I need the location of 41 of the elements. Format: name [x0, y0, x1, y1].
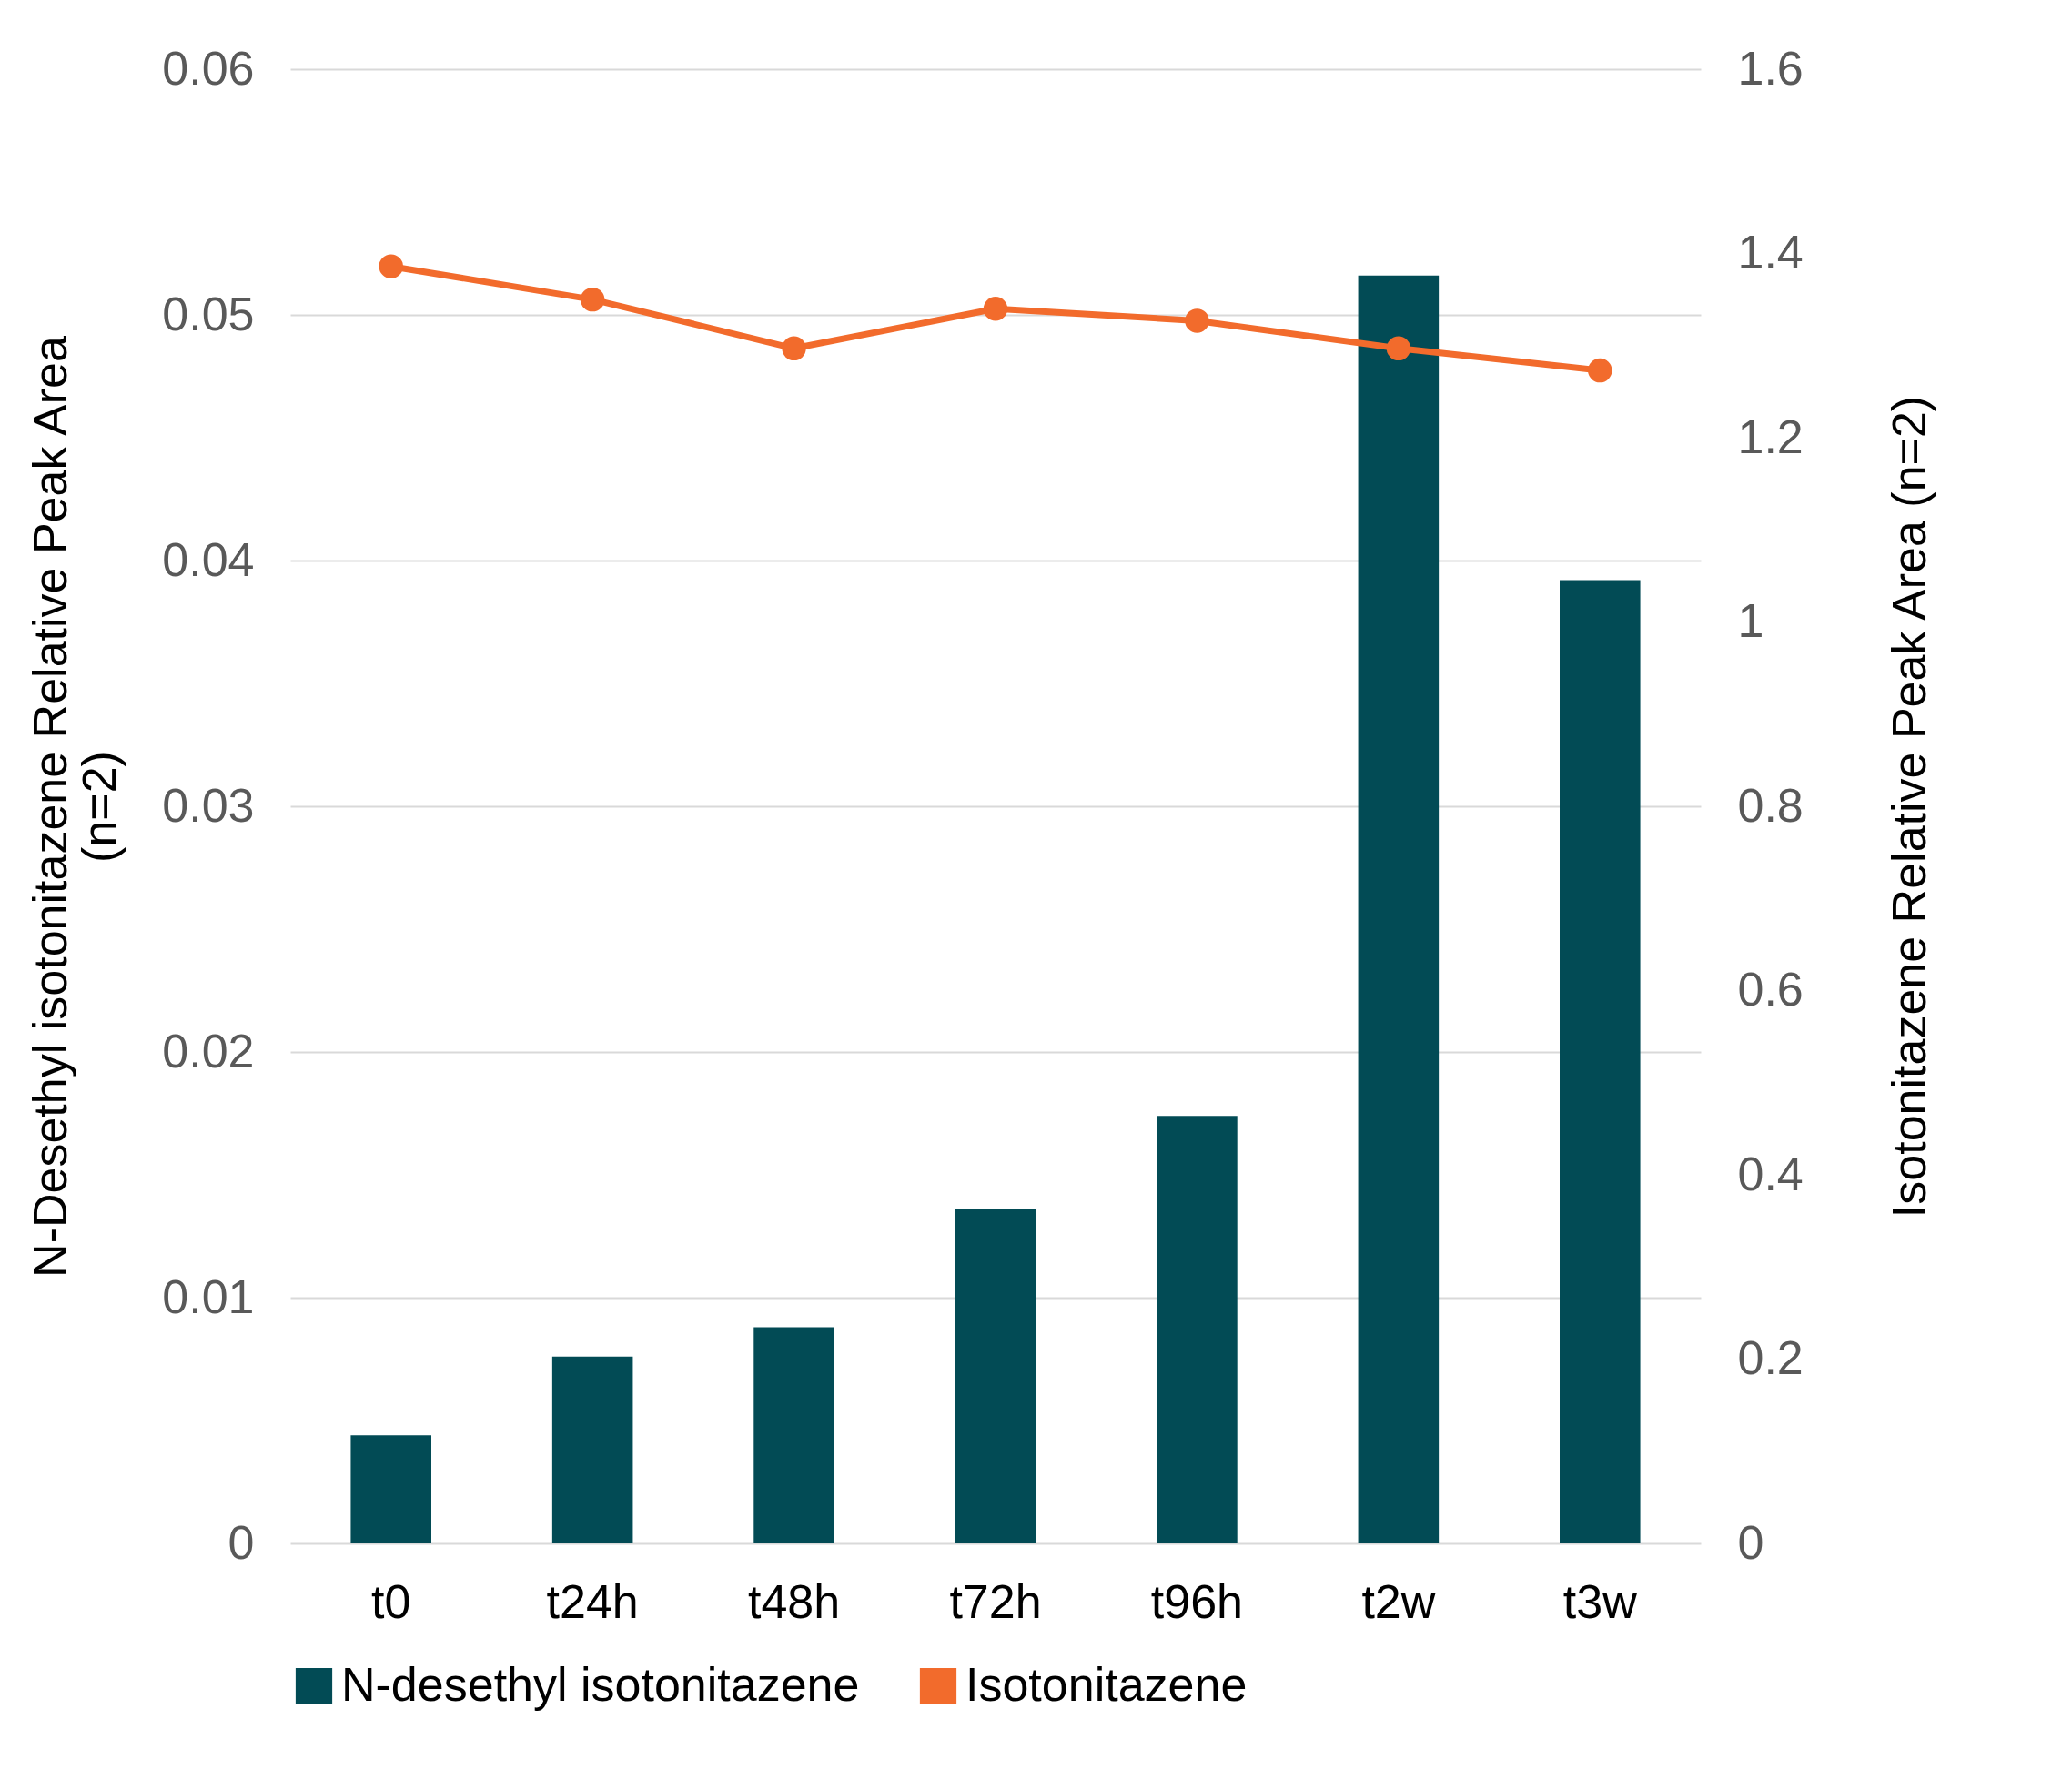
legend-label: N-desethyl isotonitazene	[341, 1658, 860, 1711]
bar	[1560, 580, 1641, 1543]
bar	[551, 1356, 633, 1543]
bar	[1157, 1116, 1238, 1543]
y2-axis-title: Isotonitazene Relative Peak Area (n=2)	[1882, 395, 1936, 1219]
x-tick-label: t96h	[1150, 1574, 1244, 1628]
x-tick-label: t72h	[949, 1574, 1042, 1628]
point	[379, 254, 403, 278]
bar	[350, 1435, 431, 1543]
y-axis-title: N-Desethyl isotonitazene Relative Peak Area (n=2)	[24, 336, 126, 1278]
y2-tick-label: 0.6	[1737, 963, 1804, 1016]
y-tick-label: 0.04	[162, 532, 255, 586]
y-tick-label: 0.01	[162, 1269, 255, 1323]
bar	[1358, 275, 1440, 1543]
y-tick-label: 0.03	[162, 778, 255, 832]
x-tick-label: t24h	[546, 1574, 639, 1628]
x-tick-label: t3w	[1562, 1574, 1638, 1628]
y2-tick-label: 0.8	[1737, 778, 1804, 832]
y-tick-label: 0.05	[162, 287, 255, 340]
point	[1185, 308, 1209, 333]
y-tick-label: 0.02	[162, 1024, 255, 1077]
point	[1588, 358, 1612, 383]
y-tick-label: 0	[227, 1515, 255, 1569]
bar	[753, 1327, 834, 1543]
y-tick-label: 0.06	[162, 41, 255, 95]
y2-tick-label: 0	[1737, 1515, 1764, 1569]
x-tick-label: t48h	[747, 1574, 841, 1628]
y2-tick-label: 1.2	[1737, 410, 1804, 463]
bar	[955, 1209, 1036, 1543]
legend-label: Isotonitazene	[965, 1658, 1248, 1711]
point	[580, 287, 605, 312]
point	[1386, 336, 1411, 360]
x-tick-label: t2w	[1361, 1574, 1436, 1628]
point	[983, 297, 1008, 321]
y2-tick-label: 1.6	[1737, 41, 1804, 95]
y2-tick-label: 1.4	[1737, 226, 1804, 278]
point	[782, 336, 806, 360]
y2-tick-label: 0.2	[1737, 1331, 1804, 1384]
x-tick-label: t0	[371, 1574, 411, 1628]
y2-tick-label: 0.4	[1737, 1147, 1804, 1200]
y2-tick-label: 1	[1737, 594, 1764, 647]
